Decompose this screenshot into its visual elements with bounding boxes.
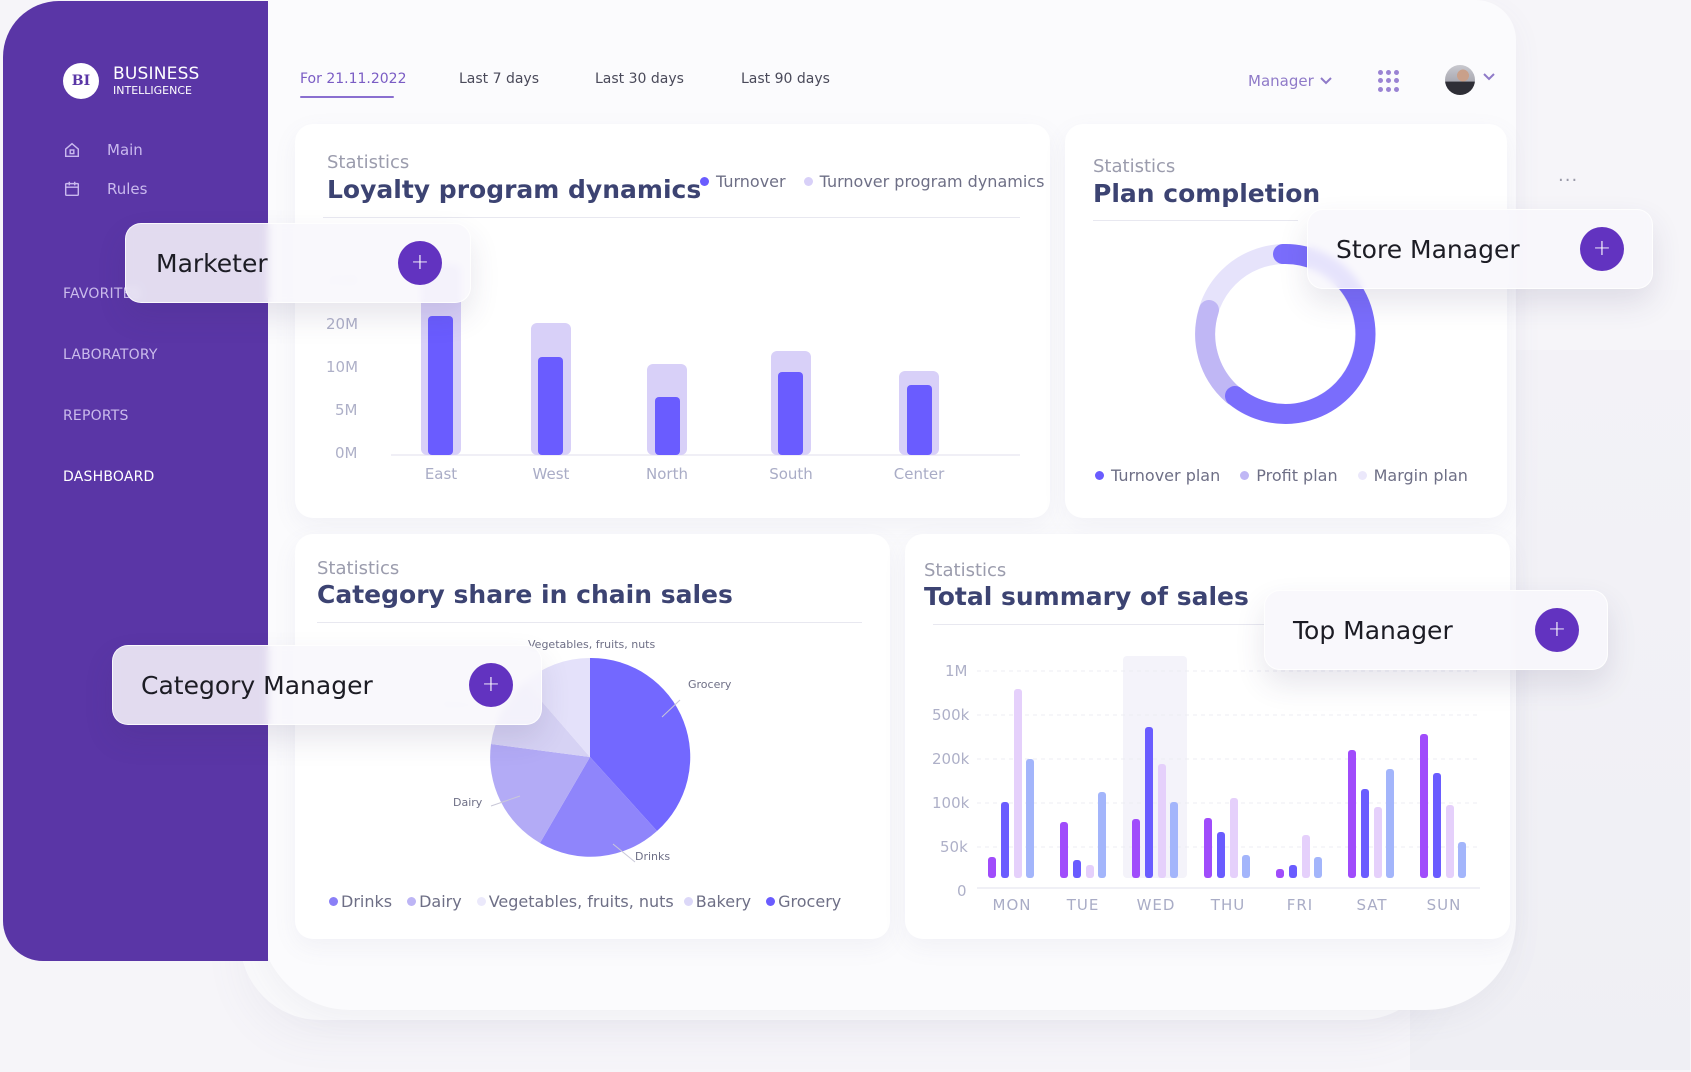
x-label: SUN [1426, 896, 1462, 914]
card-title: Total summary of sales [924, 582, 1249, 611]
logo-line1: BUSINESS [113, 64, 200, 84]
card-subtitle: Statistics [1093, 156, 1176, 177]
add-store-manager-button[interactable]: + [1580, 227, 1624, 271]
loyalty-card: Statistics Loyalty program dynamics Turn… [295, 124, 1050, 518]
add-top-manager-button[interactable]: + [1535, 608, 1579, 652]
card-divider [323, 217, 1020, 218]
card-divider [317, 622, 862, 623]
sidebar-item-reports[interactable]: REPORTS [63, 408, 129, 424]
apps-grid-icon[interactable] [1378, 70, 1400, 92]
role-dropdown[interactable]: Manager [1248, 72, 1332, 90]
home-icon [64, 142, 80, 158]
pie-slice-label: Dairy [453, 796, 483, 809]
legend-item: Margin plan [1357, 466, 1468, 485]
card-title: Category share in chain sales [317, 580, 733, 609]
legend-item: Turnover [700, 172, 786, 191]
logo-line2: INTELLIGENCE [113, 84, 192, 97]
sidebar-item-laboratory[interactable]: LABORATORY [63, 347, 158, 363]
x-label: MON [992, 896, 1032, 914]
x-label: Center [893, 465, 945, 483]
legend-item: Grocery [766, 892, 841, 911]
card-subtitle: Statistics [327, 152, 410, 173]
legend-item: Dairy [407, 892, 462, 911]
logo-mark: BI [63, 63, 99, 99]
card-subtitle: Statistics [924, 560, 1007, 581]
tab-last-90-days[interactable]: Last 90 days [741, 71, 830, 87]
y-tick: 500k [932, 706, 970, 724]
sidebar-item-label: Rules [107, 180, 148, 198]
role-card-store-manager[interactable]: Store Manager + [1307, 209, 1653, 289]
card-title: Loyalty program dynamics [327, 175, 702, 204]
x-label: SAT [1356, 896, 1388, 914]
role-label: Store Manager [1336, 234, 1520, 264]
x-label: TUE [1066, 896, 1100, 914]
category-pie-chart [490, 657, 691, 863]
sidebar: BI BUSINESS INTELLIGENCE Main Rules FAVO… [3, 1, 268, 961]
y-tick: 20M [326, 315, 359, 333]
x-label: East [424, 465, 458, 483]
x-label: North [646, 465, 688, 483]
sidebar-item-dashboard[interactable]: DASHBOARD [63, 469, 155, 485]
x-label: THU [1210, 896, 1246, 914]
chevron-down-icon[interactable] [1483, 73, 1495, 81]
role-card-category-manager[interactable]: Category Manager + [112, 645, 542, 725]
pie-slice-label: Vegetables, fruits, nuts [528, 638, 656, 651]
legend-item: Turnover program dynamics [803, 172, 1044, 191]
more-options-icon[interactable]: ... [1558, 165, 1579, 186]
role-label: Category Manager [141, 670, 373, 700]
y-tick: 10M [326, 358, 359, 376]
legend-item: Drinks [329, 892, 392, 911]
role-label: Marketer [156, 248, 268, 278]
y-tick: 50k [940, 838, 968, 856]
card-divider [1093, 220, 1298, 221]
y-tick: 0 [957, 882, 967, 900]
y-tick: 200k [932, 750, 970, 768]
chart-legend: Turnover plan Profit plan Margin plan [1095, 466, 1486, 485]
x-label: WED [1136, 896, 1176, 914]
plan-card: Statistics Plan completion Turnover plan… [1065, 124, 1507, 518]
chart-legend: Turnover Turnover program dynamics [700, 172, 1062, 191]
y-tick: 5M [335, 401, 358, 419]
role-card-marketer[interactable]: Marketer + [125, 223, 471, 303]
active-tab-indicator [300, 96, 394, 98]
add-category-manager-button[interactable]: + [469, 663, 513, 707]
role-label: Top Manager [1293, 615, 1453, 645]
loyalty-bar-chart [391, 264, 1020, 456]
calendar-icon [64, 181, 80, 197]
sidebar-item-main[interactable]: Main [63, 141, 143, 159]
legend-item: Bakery [683, 892, 751, 911]
y-tick: 1M [945, 662, 968, 680]
y-tick: 100k [932, 794, 970, 812]
category-card: Statistics Category share in chain sales… [295, 534, 890, 939]
sidebar-item-favorites[interactable]: FAVORITES [63, 286, 141, 302]
card-subtitle: Statistics [317, 558, 400, 579]
legend-item: Vegetables, fruits, nuts [476, 892, 674, 911]
chart-legend: Drinks Dairy Vegetables, fruits, nuts Ba… [329, 892, 859, 911]
x-label: West [532, 465, 570, 483]
sales-bar-chart [977, 656, 1480, 889]
y-tick: 0M [335, 444, 358, 462]
role-card-top-manager[interactable]: Top Manager + [1264, 590, 1608, 670]
card-title: Plan completion [1093, 179, 1321, 208]
pie-slice-label: Grocery [688, 678, 732, 691]
card-divider [933, 624, 1493, 625]
legend-item: Profit plan [1240, 466, 1338, 485]
chevron-down-icon [1320, 77, 1332, 85]
x-label: South [769, 465, 813, 483]
x-label: FRI [1286, 896, 1314, 914]
tab-last-30-days[interactable]: Last 30 days [595, 71, 684, 87]
pie-slice-label: Drinks [635, 850, 671, 863]
avatar[interactable] [1445, 65, 1475, 95]
legend-item: Turnover plan [1095, 466, 1220, 485]
add-marketer-button[interactable]: + [398, 241, 442, 285]
sidebar-item-rules[interactable]: Rules [63, 180, 147, 198]
tab-last-7-days[interactable]: Last 7 days [459, 71, 540, 87]
role-dropdown-label: Manager [1248, 72, 1314, 90]
tab-today[interactable]: For 21.11.2022 [300, 71, 407, 87]
logo[interactable]: BI BUSINESS INTELLIGENCE [63, 63, 200, 99]
sidebar-item-label: Main [107, 141, 143, 159]
